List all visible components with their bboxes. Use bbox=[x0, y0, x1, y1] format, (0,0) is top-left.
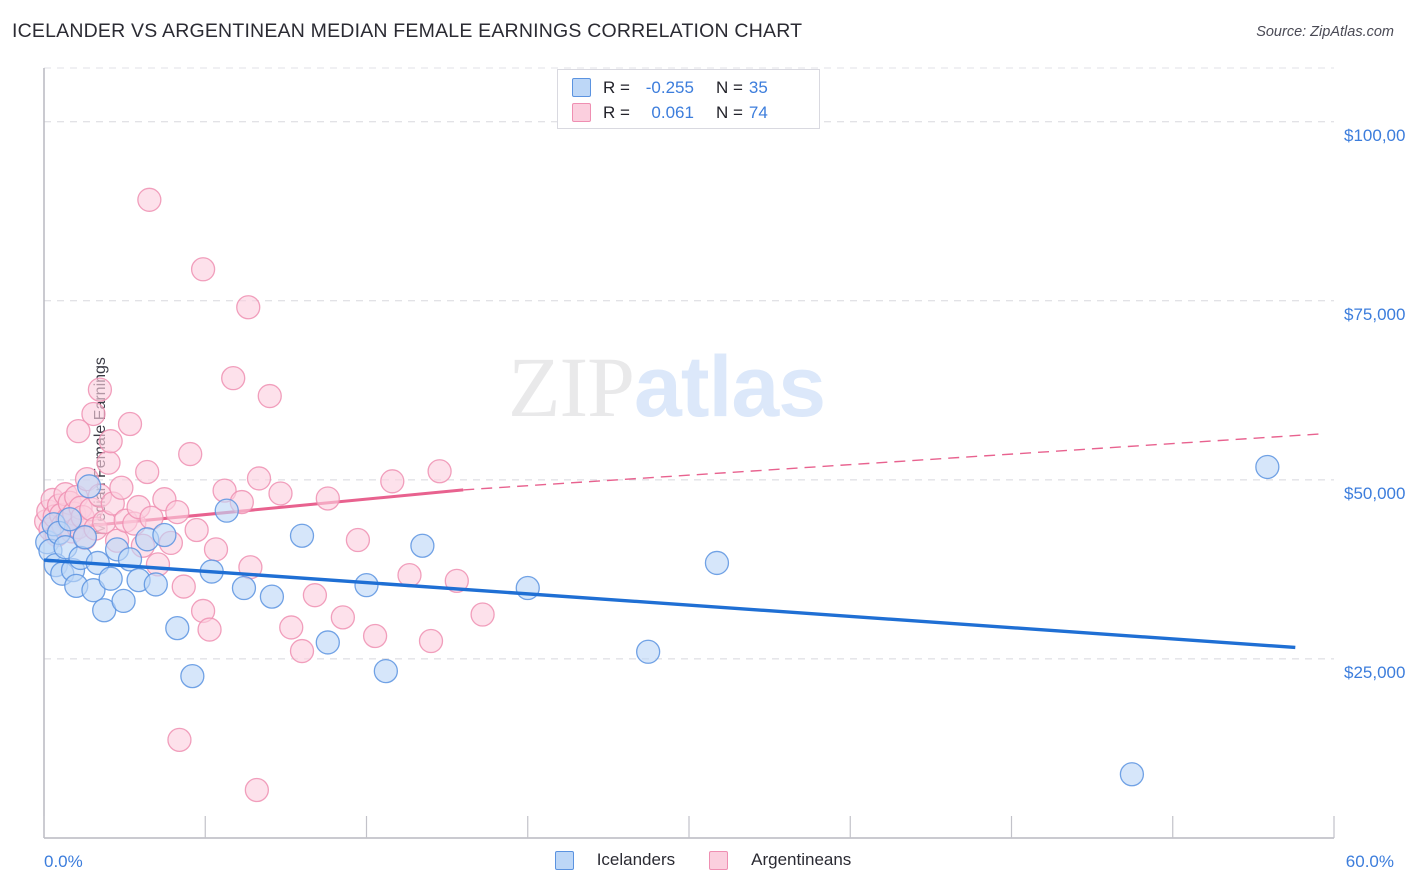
x-axis-label-min: 0.0% bbox=[44, 852, 83, 871]
scatter-svg bbox=[33, 67, 1335, 839]
axis-lines bbox=[43, 68, 1334, 839]
y-axis-tick-label: $75,000 bbox=[1344, 304, 1406, 324]
page-title: ICELANDER VS ARGENTINEAN MEDIAN FEMALE E… bbox=[12, 20, 803, 42]
series-legend: Icelanders Argentineans bbox=[0, 850, 1406, 870]
stats-row-icelanders: R = -0.255 N = 35 bbox=[572, 75, 809, 100]
trendline-icelanders bbox=[43, 558, 1296, 650]
legend-label-argentineans: Argentineans bbox=[751, 850, 852, 869]
r-value-argentineans: 0.061 bbox=[651, 102, 694, 122]
stats-legend: R = -0.255 N = 35 R = 0.061 N = 74 bbox=[557, 69, 820, 129]
x-axis-label-max: 60.0% bbox=[1345, 852, 1394, 871]
legend-swatch-argentineans-icon bbox=[709, 850, 729, 870]
legend-item-argentineans[interactable]: Argentineans bbox=[709, 850, 851, 870]
n-label-icelanders: N = bbox=[715, 77, 743, 97]
r-label-icelanders: R = bbox=[603, 77, 630, 97]
y-axis-tick-label: $100,000 bbox=[1344, 125, 1406, 145]
n-label-argentineans: N = bbox=[715, 102, 743, 122]
points-argentineans bbox=[33, 187, 495, 803]
plot-area bbox=[33, 67, 1335, 839]
swatch-icelanders-icon bbox=[572, 78, 591, 97]
legend-label-icelanders: Icelanders bbox=[596, 850, 676, 869]
r-label-argentineans: R = bbox=[603, 102, 630, 122]
n-value-icelanders: 35 bbox=[748, 77, 768, 97]
axis-ticks bbox=[43, 816, 1335, 838]
points-icelanders bbox=[35, 454, 1280, 787]
stats-row-argentineans: R = 0.061 N = 74 bbox=[572, 100, 809, 125]
source-attribution: Source: ZipAtlas.com bbox=[1256, 24, 1394, 40]
legend-swatch-icelanders-icon bbox=[554, 850, 574, 870]
y-axis-tick-label: $50,000 bbox=[1344, 483, 1406, 503]
swatch-argentineans-icon bbox=[572, 103, 591, 122]
n-value-argentineans: 74 bbox=[748, 102, 768, 122]
r-value-icelanders: -0.255 bbox=[645, 77, 694, 97]
legend-item-icelanders[interactable]: Icelanders bbox=[554, 850, 676, 870]
y-axis-tick-label: $25,000 bbox=[1344, 662, 1406, 682]
gridlines bbox=[44, 67, 1334, 660]
